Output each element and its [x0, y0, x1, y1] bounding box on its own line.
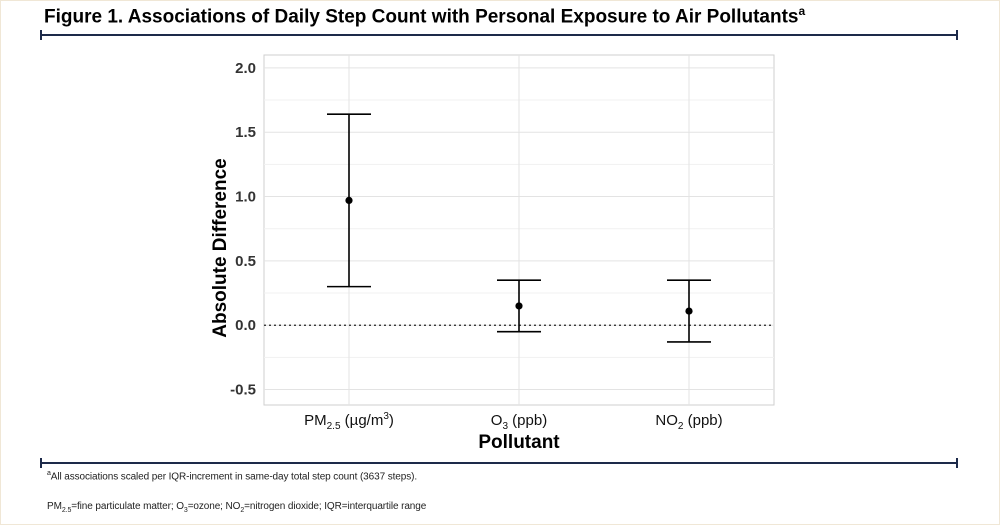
abbrev-no2-def: =nitrogen dioxide; IQR=interquartile ran…	[244, 501, 427, 512]
point-estimate	[345, 196, 353, 205]
footnote-a-text: All associations scaled per IQR-incremen…	[50, 471, 418, 483]
error-bars	[327, 113, 711, 343]
bottom-rule	[40, 458, 958, 468]
abbrev-pm: PM	[47, 501, 62, 512]
abbrev-o3-def: =ozone; NO	[187, 501, 241, 512]
y-tick-label: -0.5	[230, 382, 256, 399]
footnote-abbreviations: PM2.5=fine particulate matter; O3=ozone;…	[47, 501, 426, 514]
abbrev-no2-sub: 2	[240, 507, 245, 514]
abbrev-o3-sub: 3	[183, 507, 188, 514]
x-tick-label: O3 (ppb)	[491, 412, 547, 432]
figure-title-text: Figure 1. Associations of Daily Step Cou…	[44, 6, 799, 28]
x-tick-label: PM2.5 (µg/m3)	[304, 411, 394, 432]
y-tick-label: 1.5	[235, 124, 256, 141]
point-estimate	[685, 307, 693, 315]
abbrev-pm-sub: 2.5	[61, 507, 72, 514]
footnote-a: aAll associations scaled per IQR-increme…	[47, 470, 417, 482]
chart: -0.5 0.0 0.5 1.0 1.5 2.0 PM2.5 (µg/m3) O3 (ppb…	[210, 54, 775, 453]
footnote-a-marker: a	[47, 470, 51, 477]
figure-title: Figure 1. Associations of Daily Step Cou…	[44, 4, 805, 28]
y-tick-label: 1.0	[235, 189, 256, 206]
figure-title-superscript: a	[798, 4, 806, 18]
x-tick-label: NO2 (ppb)	[655, 412, 722, 432]
y-tick-label: 2.0	[235, 60, 256, 77]
point-estimate	[515, 302, 523, 310]
y-tick-label: 0.5	[235, 253, 256, 270]
x-axis-ticks: PM2.5 (µg/m3) O3 (ppb) NO2 (ppb)	[304, 411, 723, 432]
y-tick-label: 0.0	[235, 317, 256, 334]
abbrev-pm-def: =fine particulate matter; O	[71, 501, 184, 512]
y-axis-ticks: -0.5 0.0 0.5 1.0 1.5 2.0	[230, 60, 256, 399]
top-rule	[40, 30, 958, 40]
y-axis-label: Absolute Difference	[210, 158, 231, 337]
x-axis-label: Pollutant	[478, 432, 560, 453]
